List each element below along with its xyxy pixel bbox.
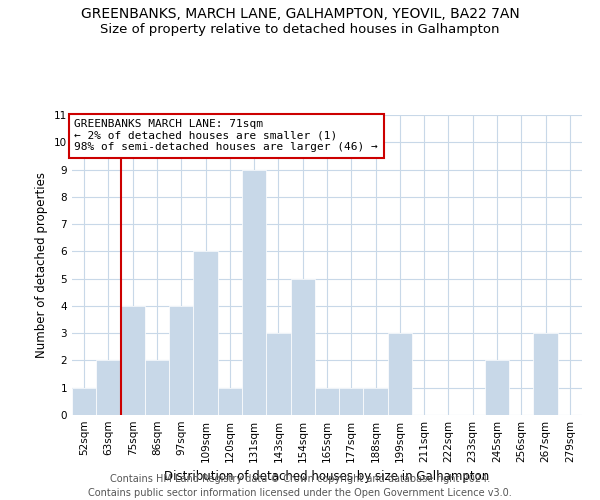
Bar bbox=[169, 306, 193, 415]
Bar bbox=[315, 388, 339, 415]
Text: Size of property relative to detached houses in Galhampton: Size of property relative to detached ho… bbox=[100, 22, 500, 36]
Bar bbox=[193, 252, 218, 415]
Bar bbox=[72, 388, 96, 415]
Bar bbox=[121, 306, 145, 415]
Bar bbox=[364, 388, 388, 415]
Bar bbox=[242, 170, 266, 415]
Text: GREENBANKS, MARCH LANE, GALHAMPTON, YEOVIL, BA22 7AN: GREENBANKS, MARCH LANE, GALHAMPTON, YEOV… bbox=[80, 8, 520, 22]
Text: Contains HM Land Registry data © Crown copyright and database right 2024.
Contai: Contains HM Land Registry data © Crown c… bbox=[88, 474, 512, 498]
Y-axis label: Number of detached properties: Number of detached properties bbox=[35, 172, 49, 358]
Bar bbox=[145, 360, 169, 415]
Bar bbox=[218, 388, 242, 415]
Bar bbox=[290, 278, 315, 415]
Bar bbox=[339, 388, 364, 415]
Bar bbox=[96, 360, 121, 415]
Bar bbox=[485, 360, 509, 415]
Bar bbox=[533, 333, 558, 415]
X-axis label: Distribution of detached houses by size in Galhampton: Distribution of detached houses by size … bbox=[164, 470, 490, 484]
Bar bbox=[388, 333, 412, 415]
Text: GREENBANKS MARCH LANE: 71sqm
← 2% of detached houses are smaller (1)
98% of semi: GREENBANKS MARCH LANE: 71sqm ← 2% of det… bbox=[74, 119, 378, 152]
Bar bbox=[266, 333, 290, 415]
